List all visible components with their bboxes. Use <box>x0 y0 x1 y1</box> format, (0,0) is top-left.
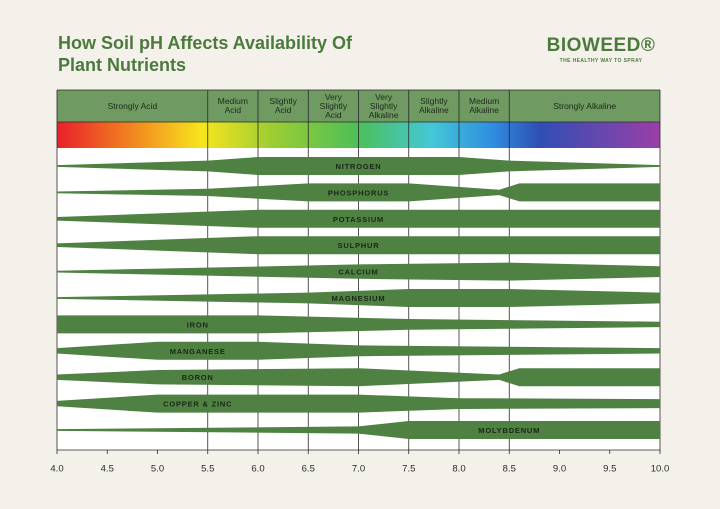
nutrient-label: COPPER & ZINC <box>163 400 232 409</box>
nutrient-band <box>57 236 660 255</box>
nutrient-band <box>57 421 660 439</box>
nutrient-label: BORON <box>182 373 214 382</box>
nutrient-label: PHOSPHORUS <box>328 188 389 197</box>
x-tick-label: 8.5 <box>503 464 516 475</box>
x-tick-label: 4.5 <box>101 464 114 475</box>
nutrient-label: SULPHUR <box>338 241 380 250</box>
x-tick-label: 6.5 <box>302 464 315 475</box>
brand: BIOWEED® <box>546 35 656 56</box>
x-tick-label: 6.0 <box>251 464 264 475</box>
zone-label: Medium Acid <box>217 96 248 115</box>
nutrient-band <box>57 262 660 281</box>
nutrient-band <box>57 315 660 334</box>
x-tick-label: 5.0 <box>151 464 164 475</box>
x-tick-label: 7.5 <box>402 464 415 475</box>
x-tick-label: 5.5 <box>201 464 214 475</box>
nutrient-label: MAGNESIUM <box>332 294 386 303</box>
nutrient-label: MOLYBDENUM <box>478 426 540 435</box>
chart-title: How Soil pH Affects Availability Of Plan… <box>58 33 353 75</box>
x-tick-label: 4.0 <box>50 464 63 475</box>
zone-label: Slightly Alkaline <box>418 96 449 115</box>
nutrient-band <box>57 394 660 413</box>
zone-label: Strongly Acid <box>107 100 158 111</box>
nutrient-label: NITROGEN <box>336 162 382 171</box>
nutrient-band <box>57 183 660 202</box>
zone-label: Medium Alkaline <box>469 96 500 115</box>
nutrient-band <box>57 157 660 175</box>
nutrient-label: MANGANESE <box>170 347 226 356</box>
zone-label: Very Slightly Alkaline <box>368 91 399 120</box>
nutrient-band <box>57 368 660 387</box>
zone-label: Strongly Alkaline <box>553 100 617 111</box>
tagline: THE HEALTHY WAY TO SPRAY <box>559 58 643 64</box>
x-tick-label: 9.5 <box>603 464 616 475</box>
nutrient-label: CALCIUM <box>338 268 378 277</box>
nutrient-label: POTASSIUM <box>333 215 384 224</box>
x-tick-label: 8.0 <box>452 464 465 475</box>
zone-label: Very Slightly Acid <box>319 91 348 120</box>
nutrient-band <box>57 341 660 360</box>
zone-label: Slightly Acid <box>269 96 297 115</box>
nutrient-band <box>57 209 660 228</box>
nutrient-band <box>57 289 660 307</box>
x-tick-label: 10.0 <box>651 464 670 475</box>
x-tick-label: 7.0 <box>352 464 365 475</box>
nutrient-label: IRON <box>187 320 209 329</box>
x-tick-label: 9.0 <box>553 464 566 475</box>
